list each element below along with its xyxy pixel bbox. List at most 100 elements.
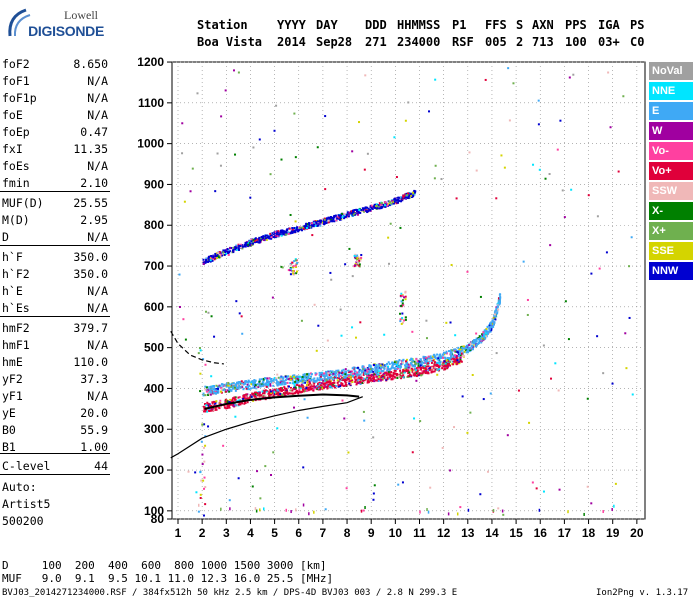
echo-point [355,367,358,370]
trace-line [170,396,363,459]
noise-point [561,189,564,192]
echo-point [276,392,279,395]
echo-point [242,245,245,248]
noise-point [259,508,261,512]
echo-point [413,193,416,196]
x-tick-label: 16 [534,526,548,540]
echo-point [465,351,468,354]
echo-point [324,370,327,373]
echo-point [302,378,305,381]
echo-point [377,363,380,366]
echo-point [321,374,324,377]
noise-point [301,375,304,378]
echo-point [462,347,465,350]
param-name: B0 [2,423,16,437]
noise-point [355,336,358,339]
echo-point [351,211,354,214]
echo-point [337,380,340,383]
echo-point [361,381,364,384]
echo-point [385,378,388,381]
echo-point [487,331,490,334]
noise-point [428,110,431,113]
noise-point [602,510,604,514]
noise-point [296,262,299,265]
plot-frame [171,61,646,520]
echo-point [390,366,393,369]
noise-point [313,510,315,514]
echo-point [288,377,291,380]
echo-point [304,227,307,230]
x-tick-label: 12 [437,526,451,540]
echo-point [232,383,235,386]
param-name: h`E [2,284,23,298]
noise-point [178,273,181,276]
echo-point [344,216,347,219]
echo-point [359,377,362,380]
echo-point [247,244,250,247]
echo-point [341,374,344,377]
echo-point [453,355,456,358]
echo-point [305,375,308,378]
echo-point [326,387,329,390]
echo-point [374,366,377,369]
echo-point [362,373,365,376]
y-tick-label: 1100 [138,96,164,110]
echo-point [218,251,221,254]
echo-point [293,386,296,389]
param-value: 8.650 [73,57,108,71]
echo-point [336,217,339,220]
echo-point [444,351,447,354]
echo-point [337,385,340,388]
echo-point [242,394,245,397]
echo-point [356,379,359,382]
noise-point [502,513,505,516]
noise-point [630,236,633,239]
echo-point [471,347,474,350]
noise-point [628,316,631,319]
noise-point [308,512,310,516]
echo-point [280,234,283,237]
echo-point [349,378,352,381]
echo-point [210,390,213,393]
x-tick-label: 13 [461,526,475,540]
echo-point [378,374,381,377]
echo-point [330,218,333,221]
param-separator [0,453,110,454]
echo-point [320,219,323,222]
echo-point [236,385,239,388]
noise-point [275,104,278,107]
echo-point [230,385,233,388]
echo-point [351,375,354,378]
echo-point [282,392,285,395]
echo-point [361,207,364,210]
echo-point [301,384,304,387]
echo-point [375,371,378,374]
echo-point [287,392,290,395]
echo-point [257,386,260,389]
echo-point [281,379,284,382]
y-tick-label: 80 [151,512,165,526]
echo-point [388,369,391,372]
echo-point [232,246,235,249]
noise-point [219,164,222,167]
noise-point [482,331,485,334]
echo-point [448,357,451,360]
echo-point [465,349,468,352]
noise-point [258,138,261,141]
echo-point [496,309,499,312]
echo-point [292,229,295,232]
echo-point [365,370,368,373]
echo-point [207,404,210,407]
echo-point [262,394,265,397]
echo-point [418,360,421,363]
echo-point [286,381,289,384]
echo-point [263,392,266,395]
noise-point [356,371,359,374]
echo-point [253,379,256,382]
noise-point [289,273,292,276]
echo-point [410,362,413,365]
echo-point [331,382,334,385]
echo-point [410,365,413,368]
echo-point [267,392,270,395]
x-tick-label: 18 [582,526,596,540]
